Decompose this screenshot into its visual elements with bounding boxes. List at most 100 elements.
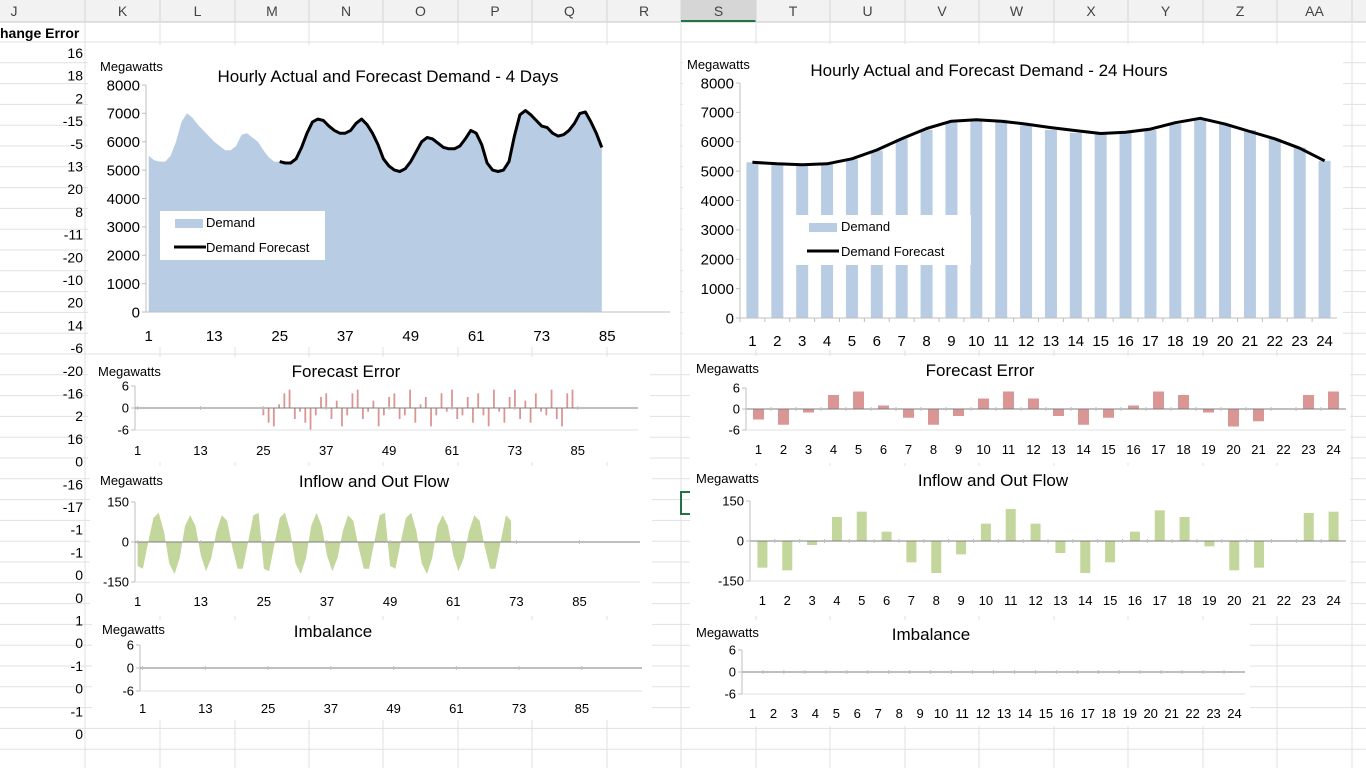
bar-value [1254, 541, 1265, 568]
chart-flow-4-days[interactable]: Inflow and Out Flow Megawatts 150 0 -150 1 13 2… [90, 466, 652, 616]
column-header-s[interactable]: S [714, 3, 723, 19]
chart-title: Forecast Error [926, 361, 1035, 380]
y-tick-label: -150 [103, 575, 129, 590]
y-tick-label: 8000 [107, 77, 140, 94]
cell-value: -6 [71, 340, 84, 356]
column-header-l[interactable]: L [194, 3, 202, 19]
x-tick-label: 19 [1202, 593, 1216, 608]
column-header-t[interactable]: T [789, 3, 798, 19]
bar-forecast-error [262, 408, 265, 416]
bar-value [928, 409, 939, 425]
bar-forecast-error [445, 408, 448, 412]
column-header-y[interactable]: Y [1161, 3, 1171, 19]
bar-forecast-error [519, 408, 522, 419]
cell-value: 0 [75, 454, 83, 470]
bar-forecast-error [314, 408, 317, 416]
x-tick-label: 15 [1092, 333, 1109, 350]
bar-demand [1069, 132, 1082, 318]
cell-value: -1 [71, 703, 84, 719]
column-header-v[interactable]: V [937, 3, 947, 19]
y-tick-label: -6 [117, 423, 129, 438]
y-tick-label: 5000 [107, 162, 140, 179]
cell-value: 16 [67, 431, 83, 447]
x-tick-label: 2 [780, 442, 787, 457]
x-tick-label: 20 [1226, 442, 1240, 457]
column-header-q[interactable]: Q [564, 3, 575, 19]
bar-value [803, 409, 814, 413]
chart-forecast-error-24-hours[interactable]: Forecast Error Megawatts 6 0 -6 1 2 3 4 5 6 7 8 9 10 11… [690, 356, 1350, 463]
x-tick-label: 2 [784, 593, 791, 608]
bar-forecast-error [566, 393, 569, 408]
chart-demand-24-hours[interactable]: Hourly Actual and Forecast Demand - 24 H… [683, 44, 1343, 350]
bar-value [1303, 395, 1314, 409]
column-header-n[interactable]: N [341, 3, 351, 19]
column-header-z[interactable]: Z [1236, 3, 1245, 19]
y-axis-unit: Megawatts [98, 364, 161, 379]
y-tick-label: 1000 [107, 276, 140, 293]
y-axis-unit: Megawatts [696, 471, 759, 486]
x-tick-label: 3 [791, 706, 798, 721]
bar-value [778, 409, 789, 425]
y-tick-label: -6 [728, 423, 740, 438]
bar-forecast-error [325, 393, 328, 408]
bar-demand [746, 162, 759, 318]
column-header-r[interactable]: R [639, 3, 649, 19]
x-tick-label: 11 [1002, 442, 1016, 457]
cell-value: 16 [67, 45, 83, 61]
series-demand-forecast-line [752, 116, 1326, 167]
bar-value [956, 541, 967, 555]
column-header-x[interactable]: X [1086, 3, 1096, 19]
y-tick-label: 4000 [107, 191, 140, 208]
y-axis-unit: Megawatts [100, 59, 163, 74]
cell-value: 1 [75, 613, 83, 629]
column-header-j[interactable]: J [11, 3, 18, 19]
column-header-active [681, 0, 756, 22]
x-tick-label: 18 [1176, 442, 1190, 457]
chart-imbalance-4-days[interactable]: Imbalance Megawatts 6 0 -6 1 13 25 37 49 61 73 85 [92, 620, 652, 720]
bar-demand [1318, 160, 1331, 318]
x-tick-label: 1 [748, 333, 756, 350]
bar-value [878, 405, 889, 409]
cell-value: -10 [63, 272, 83, 288]
y-tick-label: 0 [127, 661, 134, 676]
bar-forecast-error [477, 393, 480, 408]
bar-value [1179, 517, 1190, 541]
column-header-aa[interactable]: AA [1305, 3, 1324, 19]
column-header-o[interactable]: O [415, 3, 426, 19]
x-tick-label: 25 [261, 701, 275, 716]
series-demand-forecast-line [279, 109, 604, 173]
bar-value [953, 409, 964, 416]
bar-forecast-error [508, 397, 511, 408]
bar-demand [1144, 130, 1157, 318]
chart-title: Inflow and Out Flow [918, 471, 1069, 490]
chart-imbalance-24-hours[interactable]: Imbalance Megawatts 6 0 -6 1 2 3 4 5 6 7 8 9 10 11 12 13 1… [690, 620, 1250, 726]
x-tick-label: 61 [446, 594, 460, 609]
x-tick-label: 14 [1078, 593, 1092, 608]
column-header-u[interactable]: U [862, 3, 872, 19]
bar-forecast-error [283, 393, 286, 408]
column-header-p[interactable]: P [490, 3, 499, 19]
y-tick-label: -150 [718, 574, 744, 589]
column-header-k[interactable]: K [118, 3, 128, 19]
x-tick-label: 8 [896, 706, 903, 721]
bar-forecast-error [461, 408, 464, 416]
x-tick-label: 25 [257, 594, 271, 609]
y-tick-label: 8000 [701, 75, 734, 92]
bar-value [1303, 513, 1314, 541]
y-tick-label: 0 [132, 304, 140, 321]
column-header-w[interactable]: W [1010, 3, 1024, 19]
x-tick-label: 5 [855, 442, 862, 457]
cell-value: 8 [75, 204, 83, 220]
x-tick-label: 13 [1043, 333, 1060, 350]
bar-value [807, 541, 818, 545]
legend-label-demand: Demand [841, 219, 890, 234]
chart-flow-24-hours[interactable]: Inflow and Out Flow Megawatts 150 0 -150 1 2 3 4… [690, 466, 1350, 616]
x-tick-label: 20 [1217, 333, 1234, 350]
cell-value: 18 [67, 68, 83, 84]
cell-value: 0 [75, 681, 83, 697]
chart-demand-4-days[interactable]: Hourly Actual and Forecast Demand - 4 Da… [88, 45, 680, 347]
chart-forecast-error-4-days[interactable]: Forecast Error Megawatts 6 0 -6 1 13 25 37 49 61 73… [88, 357, 650, 462]
column-header-m[interactable]: M [266, 3, 278, 19]
bar-value [1253, 409, 1264, 422]
y-axis-unit: Megawatts [100, 473, 163, 488]
